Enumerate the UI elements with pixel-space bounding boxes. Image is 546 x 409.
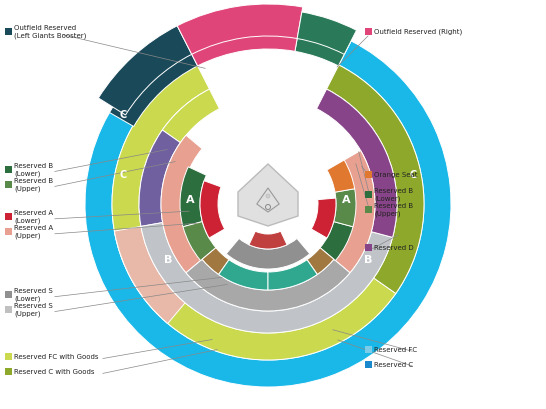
Bar	[365, 361, 372, 368]
Text: B: B	[164, 254, 172, 264]
Wedge shape	[334, 189, 356, 227]
Bar	[365, 244, 372, 251]
Wedge shape	[226, 239, 310, 270]
Wedge shape	[200, 181, 225, 238]
Bar	[5, 306, 12, 313]
Bar	[5, 166, 12, 173]
Text: Reserved B
(Lower): Reserved B (Lower)	[374, 188, 413, 201]
Wedge shape	[114, 227, 185, 324]
Text: Reserved S
(Lower): Reserved S (Lower)	[14, 288, 53, 301]
Bar	[365, 206, 372, 213]
Wedge shape	[141, 223, 393, 333]
Text: B: B	[364, 254, 372, 264]
Wedge shape	[139, 131, 180, 227]
Text: C: C	[410, 170, 417, 180]
Text: Orange Seat: Orange Seat	[374, 172, 418, 178]
Text: S: S	[310, 125, 317, 135]
Wedge shape	[180, 167, 206, 227]
Wedge shape	[161, 136, 202, 273]
Text: Reserved C with Goods: Reserved C with Goods	[14, 368, 94, 374]
Wedge shape	[307, 248, 334, 275]
Bar	[365, 346, 372, 353]
Bar	[5, 213, 12, 220]
Wedge shape	[311, 199, 336, 238]
Text: C: C	[120, 170, 127, 180]
Circle shape	[266, 195, 270, 198]
Text: Reserved FC: Reserved FC	[374, 346, 417, 352]
Text: Outfield Reserved
(Left Giants Booster): Outfield Reserved (Left Giants Booster)	[14, 25, 86, 39]
Text: Outfield Reserved (Right): Outfield Reserved (Right)	[374, 29, 462, 35]
Wedge shape	[162, 90, 219, 143]
Bar	[5, 353, 12, 360]
Polygon shape	[238, 164, 298, 227]
Wedge shape	[268, 260, 317, 290]
Bar	[5, 228, 12, 235]
Text: C: C	[120, 110, 127, 120]
Bar	[5, 291, 12, 298]
Wedge shape	[112, 66, 396, 360]
Text: A: A	[342, 195, 351, 204]
Wedge shape	[249, 231, 287, 249]
Text: A: A	[186, 195, 194, 204]
Wedge shape	[297, 13, 357, 55]
Text: Reserved C: Reserved C	[374, 361, 413, 367]
Wedge shape	[183, 222, 216, 261]
Text: C: C	[294, 72, 301, 82]
Bar	[5, 29, 12, 36]
Text: Reserved FC with Goods: Reserved FC with Goods	[14, 353, 98, 359]
Text: FC: FC	[292, 90, 304, 99]
Bar	[5, 181, 12, 188]
Bar	[365, 191, 372, 198]
Bar	[5, 368, 12, 375]
Wedge shape	[110, 42, 198, 127]
Bar	[365, 29, 372, 36]
Text: Reserved B
(Upper): Reserved B (Upper)	[14, 178, 53, 191]
Wedge shape	[85, 42, 451, 387]
Text: S: S	[264, 125, 271, 135]
Bar	[365, 171, 372, 178]
Wedge shape	[327, 66, 424, 294]
Wedge shape	[218, 260, 268, 290]
Wedge shape	[320, 222, 353, 261]
Text: Reserved A
(Upper): Reserved A (Upper)	[14, 225, 53, 238]
Wedge shape	[334, 151, 375, 273]
Text: Reserved A
(Lower): Reserved A (Lower)	[14, 210, 53, 223]
Text: Reserved B
(Upper): Reserved B (Upper)	[374, 203, 413, 216]
Text: Reserved D: Reserved D	[374, 245, 414, 250]
Wedge shape	[185, 22, 300, 67]
Text: Reserved B
(Lower): Reserved B (Lower)	[14, 163, 53, 176]
Wedge shape	[177, 5, 302, 55]
Wedge shape	[98, 27, 192, 116]
Text: S: S	[219, 125, 227, 135]
Wedge shape	[327, 161, 355, 193]
Wedge shape	[202, 248, 229, 275]
Wedge shape	[317, 90, 397, 238]
Wedge shape	[295, 25, 351, 67]
Wedge shape	[186, 260, 350, 311]
Text: Reserved S
(Upper): Reserved S (Upper)	[14, 303, 53, 316]
